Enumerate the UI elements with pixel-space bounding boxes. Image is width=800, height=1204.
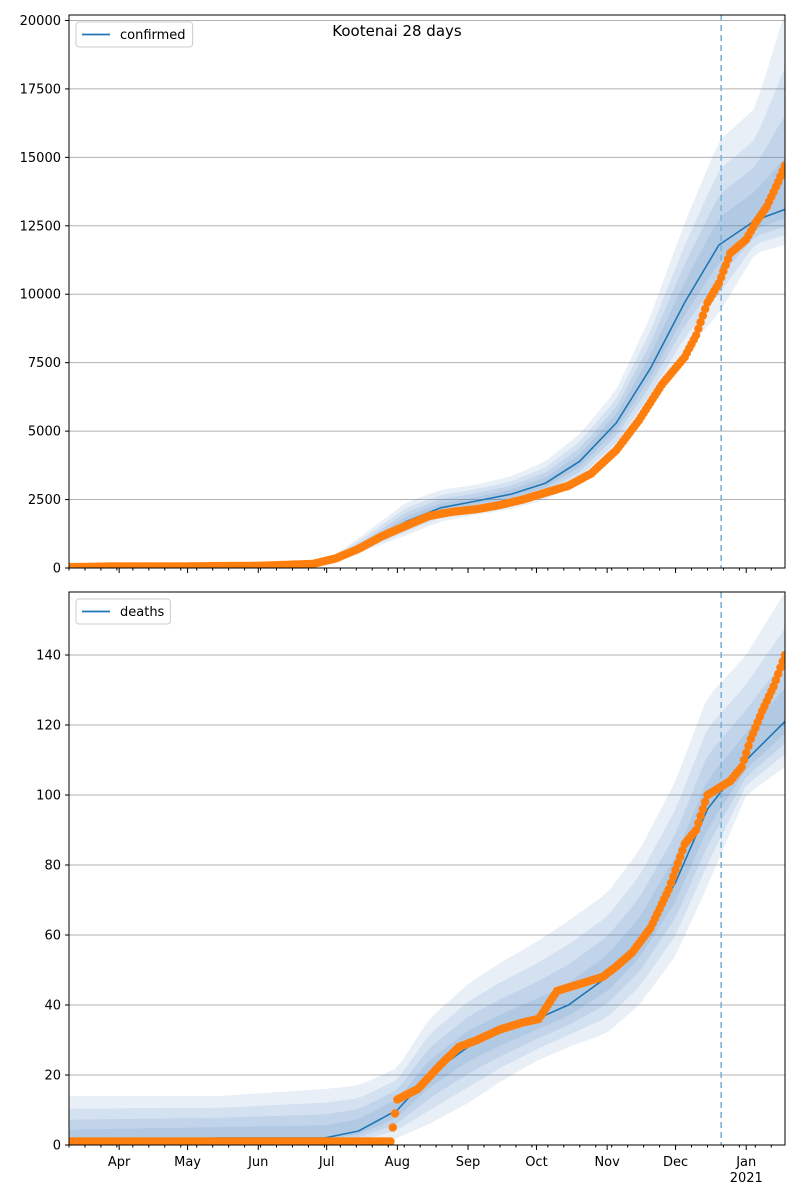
- legend-deaths: deaths: [75, 598, 171, 625]
- y-tick-label: 12500: [20, 219, 61, 234]
- y-tick-label: 15000: [20, 151, 61, 166]
- legend-confirmed: confirmed: [75, 21, 194, 48]
- plot-area: [69, 15, 785, 568]
- y-tick-label: 60: [44, 929, 61, 944]
- data-point: [386, 1137, 395, 1145]
- data-point: [742, 748, 751, 758]
- data-point: [673, 859, 682, 868]
- data-point: [737, 762, 746, 772]
- y-tick-label: 0: [53, 1139, 61, 1154]
- data-point: [388, 1123, 397, 1132]
- uncertainty-band-2: [69, 67, 785, 568]
- data-point: [696, 811, 705, 821]
- x-tick-label: Dec: [663, 1155, 688, 1170]
- y-tick-label: 140: [36, 649, 61, 664]
- data-point: [390, 1109, 400, 1118]
- y-tick-label: 80: [44, 859, 61, 874]
- x-tick-label: Oct: [525, 1155, 547, 1170]
- legend-box: [75, 21, 194, 48]
- uncertainty-band-3: [69, 659, 785, 1144]
- data-point: [780, 161, 785, 170]
- x-tick-label: Aug: [385, 1155, 410, 1170]
- data-point: [678, 846, 687, 855]
- y-tick-label: 20: [44, 1069, 61, 1084]
- x-year-label: 2021: [730, 1171, 763, 1186]
- x-tick-label: Sep: [456, 1155, 481, 1170]
- data-point: [769, 682, 778, 691]
- data-point: [691, 331, 701, 340]
- y-tick-label: 120: [36, 719, 61, 734]
- data-point: [696, 318, 705, 327]
- data-point: [675, 852, 685, 862]
- x-tick-label: Jun: [247, 1155, 268, 1170]
- x-tick-label: Jan: [735, 1155, 756, 1170]
- chart-panel-confirmed: 0 2500 5000 7500 10000 12500 15000 17500 20000 co…: [20, 14, 786, 577]
- y-tick-label: 5000: [28, 425, 61, 440]
- axes-frame: [68, 14, 786, 569]
- data-point: [780, 650, 785, 660]
- data-point: [744, 741, 753, 751]
- data-point: [739, 755, 749, 765]
- data-point: [698, 804, 708, 814]
- data-point: [669, 872, 678, 881]
- y-tick-label: 17500: [20, 82, 61, 97]
- data-point: [694, 324, 703, 333]
- y-tick-label: 40: [44, 999, 61, 1014]
- data-point: [698, 311, 708, 320]
- x-tick-label: Jul: [318, 1155, 335, 1170]
- uncertainty-band-1: [69, 592, 785, 1145]
- uncertainty-band-2: [69, 628, 785, 1144]
- legend-label: deaths: [120, 605, 165, 620]
- x-tick-label: Nov: [594, 1155, 620, 1170]
- data-point: [664, 885, 673, 894]
- x-tick-label: May: [174, 1155, 201, 1170]
- data-point: [701, 797, 710, 807]
- legend-label: confirmed: [120, 28, 186, 43]
- uncertainty-band-4: [69, 687, 785, 1143]
- y-tick-label: 20000: [20, 14, 61, 29]
- data-point: [671, 865, 680, 875]
- data-point: [778, 657, 785, 666]
- legend-box: [75, 598, 171, 625]
- y-tick-label: 0: [53, 562, 61, 577]
- x-tick-label: Apr: [108, 1155, 131, 1170]
- figure-title: Kootenai 28 days: [332, 22, 462, 40]
- data-point: [666, 878, 676, 888]
- data-point: [701, 304, 710, 314]
- y-tick-label: 100: [36, 789, 61, 804]
- plot-area: [69, 592, 785, 1145]
- data-point: [776, 663, 785, 672]
- y-tick-label: 7500: [28, 356, 61, 371]
- chart-panel-deaths: 0 20 40 60 80 100 120 140 Apr May Jun Jul Aug Sep Oct N…: [36, 591, 786, 1186]
- y-tick-label: 10000: [20, 288, 61, 303]
- axes-frame: [68, 591, 786, 1146]
- data-point: [771, 676, 781, 685]
- data-point: [691, 825, 701, 835]
- data-point: [694, 818, 703, 828]
- uncertainty-band-1: [69, 15, 785, 568]
- data-point: [774, 669, 783, 679]
- y-tick-label: 2500: [28, 493, 61, 508]
